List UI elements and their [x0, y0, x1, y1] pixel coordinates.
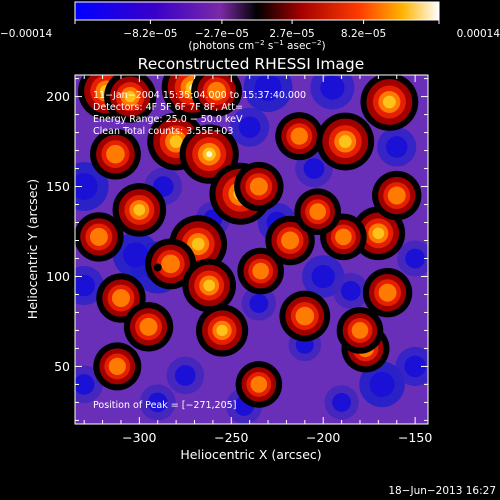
dim-source	[166, 356, 205, 395]
x-tick-label: −300	[122, 430, 156, 445]
bright-source	[336, 307, 384, 354]
annotation-clean-counts: Clean Total counts: 3.55E+03	[93, 126, 233, 137]
dim-source	[395, 346, 428, 387]
x-tick-label: −200	[306, 430, 340, 445]
x-tick-label: −250	[214, 430, 248, 445]
bright-source	[96, 273, 146, 323]
colorbar-ticks	[74, 20, 440, 24]
bright-source	[191, 75, 242, 117]
y-axis-label: Heliocentric Y (arcsec)	[25, 179, 40, 319]
colorbar-gradient	[74, 1, 440, 21]
colorbar-unit-label: (photons cm−2 s−1 asec−2)	[188, 39, 325, 52]
plot-frame	[74, 74, 429, 425]
colorbar: −0.00014 −8.2e−05 −2.7e−05 2.7e−05 8.2e−05 0.…	[0, 1, 500, 52]
image-minimum	[153, 263, 162, 272]
bright-source	[90, 128, 141, 180]
y-tick-label: 100	[46, 269, 70, 284]
peak-position-label: Position of Peak = [−271,205]	[93, 400, 236, 411]
x-tick-label: −150	[398, 430, 432, 445]
colorbar-tick-label: −2.7e−05	[195, 28, 249, 40]
dim-source	[397, 240, 428, 277]
colorbar-tick-label: 0.00014	[457, 28, 500, 40]
colorbar-tick-label: −0.00014	[0, 28, 53, 40]
bright-source	[279, 290, 331, 342]
x-axis-label: Heliocentric X (arcsec)	[180, 447, 321, 462]
bright-source	[294, 188, 341, 236]
dim-source	[243, 75, 293, 112]
bright-source	[360, 75, 419, 131]
dim-source	[310, 75, 355, 110]
date-stamp: 18−Jun−2013 16:27	[388, 485, 496, 497]
dim-source	[359, 361, 405, 408]
bright-source	[75, 212, 124, 262]
bright-source	[104, 75, 157, 123]
chart-title: Reconstructed RHESSI Image	[138, 55, 365, 73]
dim-source	[332, 272, 369, 309]
bright-source	[362, 267, 413, 318]
bright-source	[351, 206, 406, 261]
bright-source	[235, 361, 283, 408]
annotation-block: 11−Jan−2004 15:35:04.000 to 15:37:40.000…	[93, 90, 306, 411]
colorbar-tick-labels: −0.00014 −8.2e−05 −2.7e−05 2.7e−05 8.2e−05 0.…	[0, 28, 500, 40]
bright-source	[145, 238, 197, 290]
bright-source	[93, 342, 142, 391]
annotation-time-range: 11−Jan−2004 15:35:04.000 to 15:37:40.000	[93, 90, 306, 101]
colorbar-tick-label: −8.2e−05	[123, 28, 177, 40]
colorbar-tick-label: 8.2e−05	[341, 28, 386, 40]
y-tick-label: 150	[46, 179, 70, 194]
dim-source	[324, 385, 359, 420]
bright-source	[275, 112, 324, 161]
y-tick-label: 50	[54, 359, 70, 374]
bright-source	[112, 183, 167, 237]
annotation-energy-range: Energy Range: 25.0 − 50.0 keV	[93, 114, 243, 125]
bright-source	[195, 304, 249, 357]
annotation-detectors: Detectors: 4F 5F 6F 7F 8F, Att=	[93, 102, 243, 113]
dim-source	[139, 384, 176, 421]
bright-source	[123, 302, 174, 352]
dim-source	[230, 107, 270, 147]
axis-ticks	[75, 75, 428, 424]
bright-source	[316, 112, 375, 171]
bright-source	[372, 170, 422, 221]
heatmap-image	[75, 75, 428, 424]
plot-area	[74, 74, 429, 425]
y-axis-tick-labels: 50 100 150 200	[46, 89, 70, 374]
dim-source	[241, 286, 277, 321]
bright-source	[237, 247, 284, 295]
colorbar-tick-label: 2.7e−05	[269, 28, 314, 40]
bright-source	[182, 258, 237, 313]
y-tick-label: 200	[46, 89, 70, 104]
x-axis-tick-labels: −300 −250 −200 −150	[122, 430, 432, 445]
dim-source	[377, 127, 417, 167]
bright-source	[234, 161, 284, 212]
